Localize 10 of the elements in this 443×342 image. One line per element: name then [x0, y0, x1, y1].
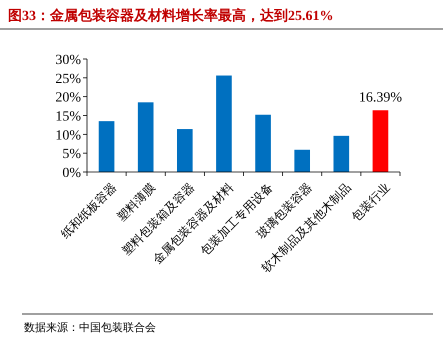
y-tick-label: 25%: [55, 72, 82, 87]
title: 图33：金属包装容器及材料增长率最高，达到25.61%: [8, 9, 334, 24]
y-tick-label: 20%: [55, 90, 82, 106]
y-tick-label: 30%: [55, 53, 82, 68]
data-label: 16.39%: [358, 90, 402, 106]
y-tick-label: 5%: [62, 147, 82, 162]
y-tick-label: 10%: [55, 128, 82, 144]
y-tick-label: 0%: [62, 166, 82, 181]
source-note: 数据来源：中国包装联合会: [24, 321, 156, 334]
y-tick-label: 15%: [55, 110, 82, 124]
